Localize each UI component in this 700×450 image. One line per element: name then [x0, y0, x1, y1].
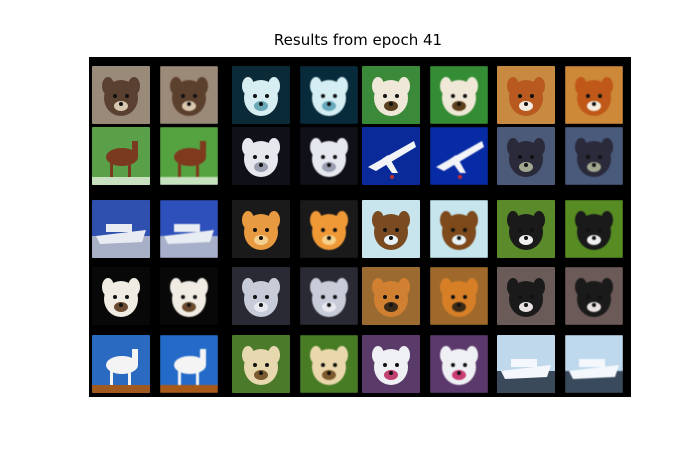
thumbnail-graphic	[232, 200, 290, 258]
reconstruction-image-cat	[160, 66, 218, 124]
original-image-orange-dog	[232, 200, 290, 258]
reconstruction-image-airplane	[430, 127, 488, 185]
reconstruction-image-ship-on-sea	[565, 335, 623, 393]
figure-title: Results from epoch 41	[273, 31, 443, 49]
thumbnail-graphic	[497, 335, 555, 393]
original-image-horse-rider	[92, 335, 150, 393]
thumbnail-graphic	[160, 200, 218, 258]
thumbnail-graphic	[565, 267, 623, 325]
thumbnail-graphic	[497, 127, 555, 185]
reconstruction-image-pekingese	[300, 335, 358, 393]
thumbnail-graphic	[92, 267, 150, 325]
thumbnail-graphic	[300, 267, 358, 325]
thumbnail-graphic	[232, 335, 290, 393]
original-image-cavalier-dog	[497, 66, 555, 124]
thumbnail-graphic	[160, 335, 218, 393]
reconstruction-image-white-dog	[300, 127, 358, 185]
reconstruction-image-dog-on-grass	[430, 66, 488, 124]
original-image-dog-silhouette	[232, 66, 290, 124]
thumbnail-graphic	[232, 127, 290, 185]
original-image-white-dog	[232, 127, 290, 185]
reconstruction-image-cavalier-dog	[565, 66, 623, 124]
original-image-horse	[92, 127, 150, 185]
reconstruction-image-animal-in-brush	[565, 127, 623, 185]
reconstruction-image-dog-on-snow	[430, 200, 488, 258]
original-image-dog-on-grass	[362, 66, 420, 124]
thumbnail-graphic	[160, 127, 218, 185]
reconstruction-image-orange-dog	[300, 200, 358, 258]
thumbnail-graphic	[430, 335, 488, 393]
thumbnail-graphic	[92, 127, 150, 185]
original-image-airplane	[362, 127, 420, 185]
original-image-dog-on-road	[497, 267, 555, 325]
original-image-ship-on-sea	[497, 335, 555, 393]
thumbnail-graphic	[300, 127, 358, 185]
thumbnail-graphic	[362, 200, 420, 258]
thumbnail-graphic	[232, 267, 290, 325]
thumbnail-graphic	[430, 127, 488, 185]
original-image-dog-on-grass-2	[497, 200, 555, 258]
thumbnail-graphic	[565, 66, 623, 124]
thumbnail-graphic	[232, 66, 290, 124]
thumbnail-graphic	[300, 335, 358, 393]
thumbnail-graphic	[300, 66, 358, 124]
reconstruction-image-ship	[160, 200, 218, 258]
thumbnail-graphic	[362, 267, 420, 325]
original-image-husky	[362, 335, 420, 393]
thumbnail-graphic	[362, 127, 420, 185]
reconstruction-image-cat-on-floor	[430, 267, 488, 325]
reconstruction-image-dog-dark	[160, 267, 218, 325]
thumbnail-graphic	[565, 335, 623, 393]
thumbnail-graphic	[92, 335, 150, 393]
reconstruction-image-dog-silhouette	[300, 66, 358, 124]
thumbnail-graphic	[565, 127, 623, 185]
original-image-dog-dark	[92, 267, 150, 325]
thumbnail-graphic	[565, 200, 623, 258]
thumbnail-graphic	[497, 66, 555, 124]
thumbnail-graphic	[92, 200, 150, 258]
original-image-gray-dog	[232, 267, 290, 325]
thumbnail-graphic	[300, 200, 358, 258]
reconstruction-image-horse	[160, 127, 218, 185]
thumbnail-graphic	[362, 335, 420, 393]
thumbnail-graphic	[497, 200, 555, 258]
original-image-cat-on-floor	[362, 267, 420, 325]
thumbnail-graphic	[160, 66, 218, 124]
reconstruction-image-husky	[430, 335, 488, 393]
reconstruction-image-horse-rider	[160, 335, 218, 393]
original-image-cat	[92, 66, 150, 124]
original-image-pekingese	[232, 335, 290, 393]
thumbnail-graphic	[430, 267, 488, 325]
thumbnail-graphic	[497, 267, 555, 325]
image-grid	[89, 57, 631, 397]
reconstruction-image-dog-on-grass-2	[565, 200, 623, 258]
thumbnail-graphic	[430, 200, 488, 258]
reconstruction-image-gray-dog	[300, 267, 358, 325]
thumbnail-graphic	[430, 66, 488, 124]
thumbnail-graphic	[92, 66, 150, 124]
original-image-dog-on-snow	[362, 200, 420, 258]
original-image-ship	[92, 200, 150, 258]
thumbnail-graphic	[362, 66, 420, 124]
thumbnail-graphic	[160, 267, 218, 325]
reconstruction-image-dog-on-road	[565, 267, 623, 325]
original-image-animal-in-brush	[497, 127, 555, 185]
